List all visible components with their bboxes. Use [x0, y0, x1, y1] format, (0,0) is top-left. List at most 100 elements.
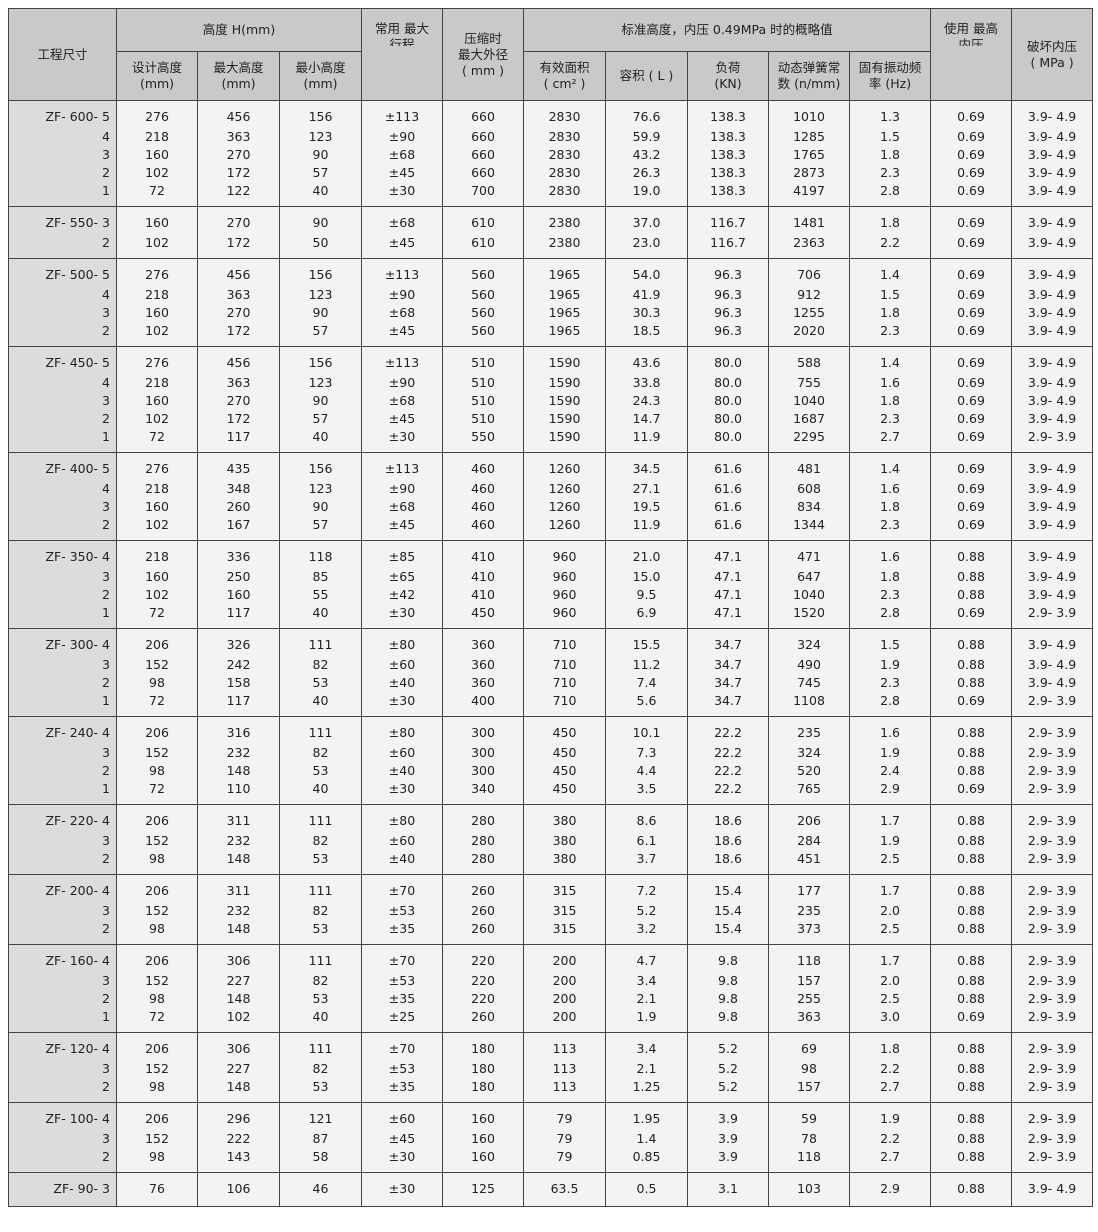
cell-value: 160	[226, 587, 251, 602]
cell-value: 3.9	[718, 1131, 738, 1146]
cell-value: 87	[312, 1131, 329, 1146]
cell-value: 2.9- 3.9	[1027, 763, 1077, 778]
value-cell: 3.9 3.9 3.9	[687, 1102, 769, 1173]
cell-value: 90	[312, 215, 329, 230]
cell-value: 2.0	[880, 903, 900, 918]
cell-value: 98	[149, 763, 165, 778]
cell-value: 0.88	[957, 745, 985, 760]
cell-value: 745	[797, 675, 821, 690]
cell-value: ±113	[384, 109, 420, 124]
cell-value: ±35	[388, 1079, 416, 1094]
cell-value: 510	[471, 411, 495, 426]
cell-value: 450	[552, 745, 577, 760]
model-group-row: ZF- 240- 4 3 2 1 206 152 98 72 316 232 148 110 111 82…	[8, 716, 1094, 805]
cell-value: 2830	[548, 165, 581, 180]
cell-value: 180	[471, 1061, 495, 1076]
value-cell: 103	[768, 1172, 850, 1207]
cell-value: 2.3	[880, 165, 900, 180]
cell-value: ±90	[388, 287, 416, 302]
cell-value: 7.3	[636, 745, 657, 760]
cell-value: 1.8	[880, 215, 900, 230]
cell-value: 315	[552, 903, 577, 918]
cell-value: 218	[145, 287, 169, 302]
cell-value: ±68	[388, 147, 416, 162]
cell-value: 148	[226, 851, 251, 866]
model-label: 2	[102, 587, 110, 602]
cell-value: 102	[145, 517, 169, 532]
cell-value: 0.88	[957, 725, 985, 740]
value-cell: 0.88 0.88 0.88 0.69	[930, 540, 1013, 629]
cell-value: 0.69	[957, 305, 985, 320]
cell-value: 232	[226, 903, 251, 918]
cell-value: 0.88	[957, 1131, 985, 1146]
cell-value: ±53	[388, 1061, 416, 1076]
cell-value: 47.1	[714, 569, 742, 584]
cell-value: 0.88	[957, 921, 985, 936]
cell-value: 15.0	[632, 569, 661, 584]
value-cell: 79 79 79	[523, 1102, 606, 1173]
cell-value: 2.9- 3.9	[1027, 1061, 1077, 1076]
cell-value: 3.9- 4.9	[1027, 375, 1077, 390]
value-cell: 116.7 116.7	[687, 206, 769, 259]
cell-value: 1.5	[880, 287, 900, 302]
cell-value: 1.4	[880, 355, 900, 370]
cell-value: 227	[226, 1061, 251, 1076]
cell-value: 250	[226, 569, 251, 584]
cell-value: 3.9- 4.9	[1027, 355, 1077, 370]
cell-value: 0.88	[957, 1111, 985, 1126]
cell-value: 116.7	[710, 215, 746, 230]
cell-value: 158	[226, 675, 251, 690]
cell-value: 1260	[548, 499, 581, 514]
header-height-group: 高度 H(mm)	[116, 8, 362, 52]
cell-value: 3.9- 4.9	[1027, 235, 1077, 250]
cell-value: 152	[145, 833, 169, 848]
value-cell: 34.7 34.7 34.7 34.7	[687, 628, 769, 717]
cell-value: 72	[149, 429, 165, 444]
cell-value: 660	[471, 129, 495, 144]
cell-value: 324	[797, 745, 821, 760]
cell-value: 1.9	[880, 657, 900, 672]
cell-value: 9.5	[636, 587, 657, 602]
cell-value: 0.88	[957, 763, 985, 778]
cell-value: 123	[308, 129, 333, 144]
cell-value: 2.2	[880, 1131, 900, 1146]
cell-value: 98	[149, 991, 165, 1006]
value-cell: 206 284 451	[768, 804, 850, 875]
cell-value: ±70	[388, 883, 416, 898]
cell-value: 152	[145, 1061, 169, 1076]
cell-value: 90	[312, 393, 329, 408]
cell-value: 1.25	[632, 1079, 661, 1094]
cell-value: 336	[226, 549, 251, 564]
cell-value: 2.7	[880, 429, 900, 444]
header-std-group: 标准高度，内压 0.49MPa 时的概略值	[522, 8, 932, 52]
model-cell: ZF- 90- 3	[8, 1172, 117, 1207]
model-label: ZF- 300- 4	[45, 637, 110, 652]
cell-value: 706	[797, 267, 821, 282]
cell-value: 363	[226, 287, 251, 302]
value-cell: ±30	[361, 1172, 443, 1207]
header-burst-unit: ( MPa )	[1030, 54, 1074, 70]
cell-value: 1687	[793, 411, 825, 426]
cell-value: 270	[226, 305, 251, 320]
cell-value: 80.0	[714, 393, 742, 408]
cell-value: 111	[308, 1041, 333, 1056]
cell-value: 82	[312, 657, 329, 672]
cell-value: 98	[149, 851, 165, 866]
value-cell: 3.9- 4.9	[1011, 1172, 1094, 1207]
model-label: ZF- 550- 3	[45, 215, 110, 230]
cell-value: 2380	[548, 215, 581, 230]
model-label: 3	[102, 973, 110, 988]
cell-value: ±35	[388, 991, 416, 1006]
cell-value: 19.5	[632, 499, 661, 514]
cell-value: 3.9- 4.9	[1027, 215, 1077, 230]
value-cell: 3.4 2.1 1.25	[605, 1032, 688, 1103]
value-cell: 1010 1285 1765 2873 4197	[768, 100, 850, 207]
value-cell: 456 363 270 172 117	[197, 346, 280, 453]
cell-value: 43.2	[632, 147, 661, 162]
cell-value: 510	[471, 375, 495, 390]
cell-value: 53	[312, 921, 329, 936]
cell-value: 1590	[548, 393, 581, 408]
cell-value: 80.0	[714, 355, 742, 370]
cell-value: 2.9- 3.9	[1027, 781, 1077, 796]
value-cell: 125	[442, 1172, 524, 1207]
